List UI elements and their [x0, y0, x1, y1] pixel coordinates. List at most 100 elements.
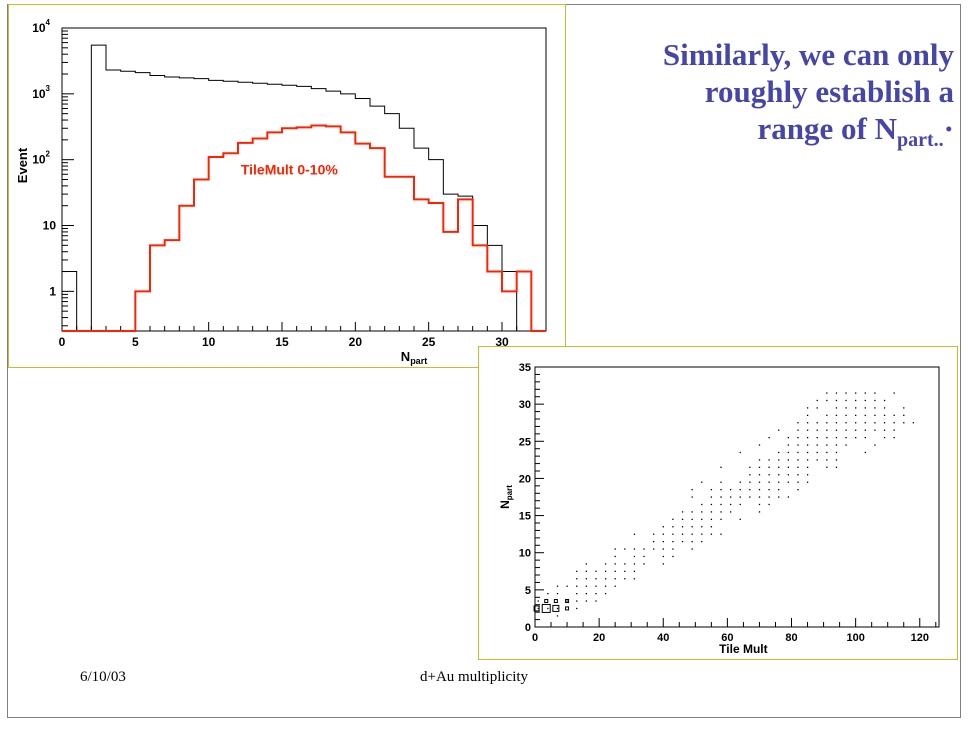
scatter-point — [604, 563, 607, 565]
scatter-point — [758, 459, 761, 461]
scatter-point — [806, 474, 809, 476]
scatter-point — [633, 578, 636, 580]
scatter-point — [681, 518, 684, 520]
scatter-point — [835, 414, 838, 416]
scatter-point — [624, 578, 626, 580]
scatter-point — [556, 592, 559, 595]
scatter-point — [662, 540, 664, 543]
scatter-point — [797, 444, 799, 446]
scatter-point — [633, 563, 636, 565]
headline-line-2: roughly establish a — [704, 74, 954, 109]
scatter-point — [758, 511, 761, 513]
scatter-point — [729, 496, 732, 498]
y-tick-label: 10 — [519, 548, 531, 560]
scatter-point — [672, 518, 674, 520]
scatter-point — [576, 607, 578, 610]
scatter-point — [797, 429, 799, 431]
density-box — [533, 605, 540, 612]
plot-frame — [534, 366, 940, 628]
y-tick-label: 103 — [32, 84, 50, 101]
scatter-point — [758, 474, 761, 476]
scatter-point — [855, 422, 857, 424]
scatter-point — [643, 548, 645, 550]
scatter-point — [835, 392, 838, 394]
scatter-point — [893, 422, 895, 424]
x-tick-label: 100 — [846, 632, 864, 644]
scatter-point — [710, 533, 713, 535]
scatter-point — [855, 392, 857, 394]
scatter-point — [614, 548, 616, 550]
scatter-point — [778, 496, 780, 498]
scatter-point — [614, 578, 616, 580]
scatter-point — [672, 526, 674, 528]
scatter-points — [537, 392, 915, 617]
scatter-point — [604, 592, 607, 595]
scatter-point — [797, 436, 799, 439]
x-tick-label: 20 — [593, 632, 605, 644]
tilemult-0-10-histogram — [62, 124, 546, 332]
scatter-point — [739, 503, 741, 506]
scatter-point — [720, 466, 722, 468]
y-tick-label: 35 — [519, 362, 531, 374]
scatter-point — [556, 607, 559, 610]
scatter-point — [806, 459, 809, 461]
x-tick-label: 40 — [657, 632, 669, 644]
npart-vs-tilemult-scatter: 0 20 40 60 80 100 120 0 5 10 15 20 25 30 35 Tile Mult Np… — [498, 362, 940, 656]
scatter-point — [537, 600, 539, 602]
scatter-point — [797, 488, 799, 491]
scatter-point — [778, 474, 780, 476]
scatter-point — [806, 414, 809, 416]
density-box — [544, 599, 549, 603]
scatter-point — [787, 481, 790, 483]
x-tick-label: 5 — [132, 335, 139, 349]
scatter-point — [556, 585, 559, 587]
scatter-point — [797, 451, 799, 454]
scatter-point — [595, 600, 597, 602]
scatter-point — [556, 615, 559, 617]
scatter-point — [787, 436, 790, 439]
scatter-point — [729, 503, 732, 506]
scatter-point — [806, 407, 809, 409]
scatter-point — [739, 451, 741, 454]
scatter-point — [720, 518, 722, 520]
slide-headline: Similarly, we can only roughly establish… — [534, 36, 954, 150]
scatter-point — [835, 429, 838, 431]
scatter-point — [653, 533, 655, 535]
scatter-point — [701, 511, 703, 513]
plot-frame — [61, 27, 547, 332]
headline-line-3: range of N — [757, 111, 897, 146]
x-tick-label: 80 — [785, 632, 797, 644]
scatter-point — [826, 392, 828, 394]
scatter-point — [778, 459, 780, 461]
scatter-point — [806, 481, 809, 483]
scatter-point — [845, 414, 847, 416]
scatter-point — [778, 466, 780, 468]
scatter-point — [864, 422, 866, 424]
scatter-point — [614, 555, 616, 558]
scatter-point — [710, 496, 713, 498]
scatter-point — [893, 392, 895, 394]
scatter-point — [816, 429, 818, 431]
scatter-point — [739, 481, 741, 483]
scatter-point — [672, 555, 674, 558]
scatter-point — [595, 592, 597, 595]
x-tick-label: 15 — [275, 335, 289, 349]
x-tick-label: 0 — [532, 632, 538, 644]
density-box — [541, 603, 551, 613]
scatter-point — [585, 563, 588, 565]
npart-histogram: 0 5 10 15 20 25 30 1 10 102 103 104 Npart Event TileMu… — [15, 18, 547, 366]
scatter-point — [672, 548, 674, 550]
scatter-point — [826, 429, 828, 431]
density-box — [565, 606, 570, 611]
scatter-point — [893, 414, 895, 416]
scatter-point — [826, 414, 828, 416]
scatter-point — [778, 451, 780, 454]
density-box — [565, 599, 570, 603]
scatter-point — [701, 518, 703, 520]
scatter-point — [787, 496, 790, 498]
scatter-point — [797, 459, 799, 461]
scatter-point — [758, 488, 761, 491]
scatter-point — [681, 511, 684, 513]
scatter-point — [883, 429, 886, 431]
scatter-point — [604, 578, 607, 580]
